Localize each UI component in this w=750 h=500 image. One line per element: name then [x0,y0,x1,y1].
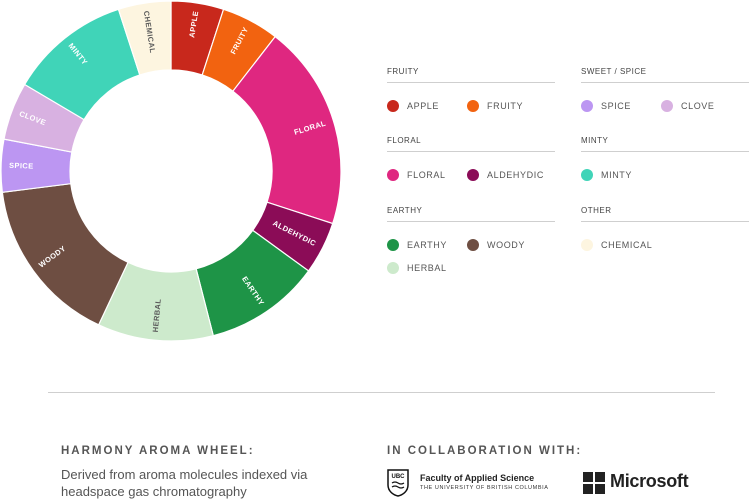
legend-swatch [387,238,399,251]
legend-group-earthy: EARTHY EARTHY WOODY HERBAL [387,206,555,279]
legend-group-title: FRUITY [387,67,555,83]
ubc-logo-text: UBC [392,474,406,480]
aroma-wheel-chart: APPLEFRUITYFLORALALDEHYDICEARTHYHERBALWO… [0,0,342,342]
legend-group-title: EARTHY [387,206,555,222]
wheel-slice-woody [1,182,129,326]
legend-label: WOODY [487,239,525,250]
legend-label: EARTHY [407,239,447,250]
legend-label: FLORAL [407,169,446,180]
legend-swatch [467,238,479,251]
legend-group-floral: FLORAL FLORAL ALDEHYDIC [387,136,555,186]
ubc-university-name: THE UNIVERSITY OF BRITISH COLUMBIA [420,485,549,491]
legend-swatch [581,99,593,112]
ubc-faculty-name: Faculty of Applied Science [420,473,535,483]
legend-item-minty: MINTY [581,163,661,186]
legend-label: CHEMICAL [601,239,653,250]
legend-label: FRUITY [487,100,524,111]
legend-label: ALDEHYDIC [487,169,544,180]
legend-item-spice: SPICE [581,94,661,117]
legend-item-apple: APPLE [387,94,467,117]
wheel-label-apple: APPLE [187,10,200,38]
legend-group-other: OTHER CHEMICAL [581,206,749,256]
legend-group-title: OTHER [581,206,749,222]
legend-group-title: FLORAL [387,136,555,152]
legend-item-aldehydic: ALDEHYDIC [467,163,547,186]
ubc-crest-icon: UBC [387,469,409,497]
legend-item-floral: FLORAL [387,163,467,186]
collaboration-heading: IN COLLABORATION WITH: [387,445,583,457]
legend-label: HERBAL [407,262,447,273]
wheel-slice-chemical [117,0,172,76]
legend-item-chemical: CHEMICAL [581,233,661,256]
legend-swatch [581,168,593,181]
legend-swatch [387,168,399,181]
legend-group-sweet-spice: SWEET / SPICE SPICE CLOVE [581,67,749,117]
legend-item-earthy: EARTHY [387,233,467,256]
legend-group-title: SWEET / SPICE [581,67,749,83]
legend-label: MINTY [601,169,632,180]
legend-label: APPLE [407,100,440,111]
wheel-label-spice: SPICE [9,161,34,171]
legend-swatch [661,99,673,112]
legend-group-title: MINTY [581,136,749,152]
microsoft-wordmark: Microsoft [610,471,689,491]
legend-label: SPICE [601,100,632,111]
legend-item-clove: CLOVE [661,94,741,117]
footer-divider [48,392,715,393]
legend-group-minty: MINTY MINTY [581,136,749,186]
legend-swatch [581,238,593,251]
legend-group-fruity: FRUITY APPLE FRUITY [387,67,555,117]
legend-item-fruity: FRUITY [467,94,547,117]
ubc-wordmark: Faculty of Applied Science THE UNIVERSIT… [420,473,548,491]
legend-swatch [387,99,399,112]
footer-description: Derived from aroma molecules indexed via… [61,467,308,499]
microsoft-logo-icon [583,472,605,494]
footer-title: HARMONY AROMA WHEEL: [61,445,255,457]
legend-swatch [467,99,479,112]
legend-item-woody: WOODY [467,233,547,256]
legend-label: CLOVE [681,100,715,111]
legend-swatch [467,168,479,181]
wheel-label-herbal: HERBAL [151,298,163,332]
wheel-slice-floral [232,35,342,225]
legend-swatch [387,261,399,274]
legend-item-herbal: HERBAL [387,256,467,279]
